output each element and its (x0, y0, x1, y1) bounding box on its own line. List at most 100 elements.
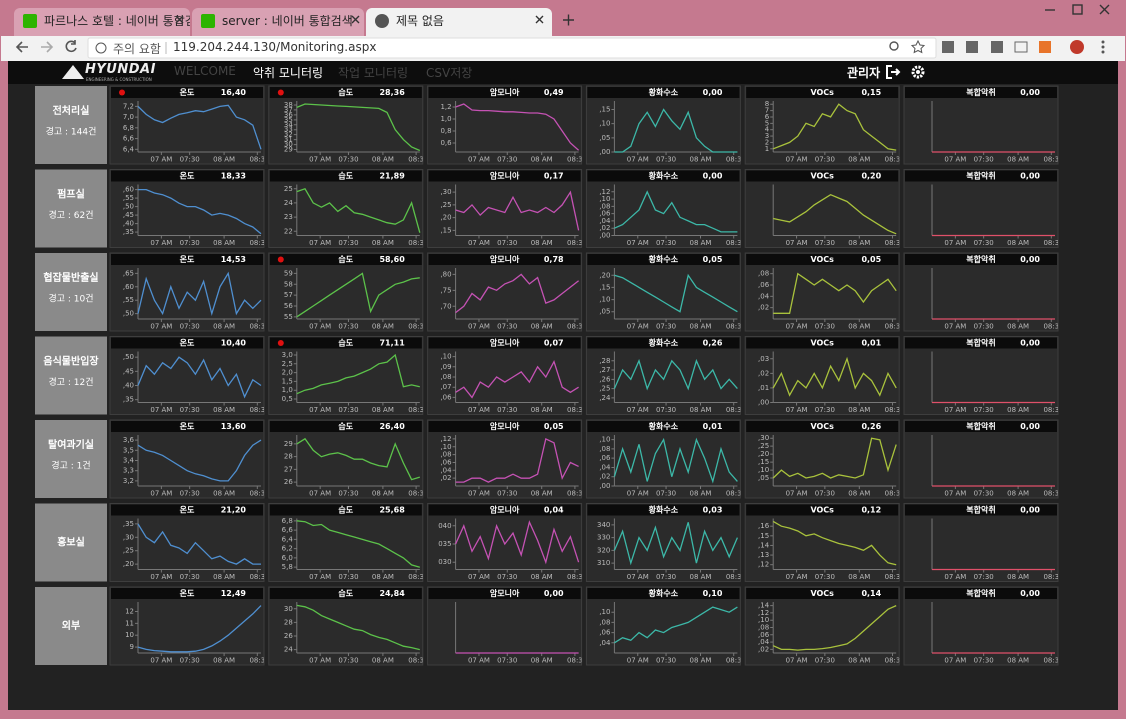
plot: ,35 ,30 ,25 ,20 07 AM 07:30 08 AM 08:3 (123, 518, 264, 581)
x-tick-label: 08:3 (408, 156, 424, 164)
reload[interactable] (65, 40, 77, 53)
extension[interactable] (1039, 41, 1051, 53)
close-tab[interactable] (175, 15, 184, 24)
y-tick-label: ,15 (758, 532, 769, 540)
chart-reading: 0,00 (703, 172, 723, 181)
x-tick-label: 07:30 (497, 239, 517, 247)
x-tick-label: 07:30 (974, 239, 994, 247)
chart-reading: 71,11 (379, 339, 405, 348)
chart-title: VOCs (810, 172, 834, 181)
tab[interactable]: 파르나스 호텔 : 네이버 통합검색 (14, 8, 190, 36)
chart-header (746, 337, 899, 349)
x-tick-label: 08 AM (213, 406, 235, 414)
chart-panel (903, 419, 1059, 499)
menu-item[interactable]: 악취 모니터링 (253, 66, 324, 80)
forward[interactable] (41, 41, 54, 53)
x-tick-label: 08:3 (1043, 239, 1059, 247)
extension[interactable] (991, 41, 1003, 53)
chart-reading: 10,40 (221, 339, 247, 348)
chart: 복합악취 0,00 07 AM 07:30 08 AM 08:3 (903, 336, 1059, 415)
extension[interactable] (1014, 41, 1028, 53)
extension[interactable] (942, 41, 954, 53)
close-tab[interactable] (535, 15, 544, 24)
x-tick-label: 07:30 (338, 323, 358, 331)
x-tick-label: 08 AM (213, 490, 235, 498)
close-window[interactable] (1099, 4, 1110, 15)
chart-header (587, 337, 740, 349)
chart-panel (268, 419, 424, 499)
y-tick-label: 310 (597, 559, 610, 567)
tab-title: 파르나스 호텔 : 네이버 통합검색 (44, 14, 190, 28)
y-tick-label: ,15 (599, 283, 610, 291)
url[interactable]: 119.204.244.130/Monitoring.aspx (173, 40, 377, 54)
tab-active[interactable]: 제목 없음 (366, 8, 552, 36)
y-tick-label: ,12 (440, 435, 451, 443)
menu-item[interactable]: WELCOME (174, 64, 236, 78)
y-tick-label: 4 (765, 126, 770, 134)
x-tick-label: 08 AM (372, 156, 394, 164)
info-icon[interactable] (95, 42, 107, 54)
series-line (455, 437, 579, 483)
menu-item[interactable]: CSV저장 (426, 66, 473, 80)
logout-icon[interactable] (886, 65, 901, 79)
chart: 온도 12,49 12 11 10 9 07 AM 07:30 08 AM 08:3 (109, 586, 265, 666)
y-tick-label: ,08 (440, 451, 451, 459)
back[interactable] (15, 41, 28, 53)
y-tick-label: 3,5 (123, 446, 134, 454)
y-tick-label: 3,2 (123, 477, 134, 485)
row-label-box (35, 253, 107, 331)
menu-item[interactable]: 작업 모니터링 (338, 66, 409, 80)
chart: 복합악취 0,00 07 AM 07:30 08 AM 08:3 (903, 419, 1059, 499)
chart-panel (585, 252, 741, 332)
extension[interactable] (966, 41, 978, 53)
settings-icon[interactable] (911, 65, 925, 79)
maximize[interactable] (1072, 4, 1083, 15)
tab[interactable]: server : 네이버 통합검색 (192, 8, 364, 36)
chart: 습도 58,60 59 58 57 56 55 07 AM 07:30 08 AM 08:3 (268, 252, 424, 332)
nav-icons (886, 65, 925, 79)
plot: 07 AM 07:30 08 AM 08:3 (931, 351, 1058, 414)
y-tick-label: 28 (284, 453, 293, 461)
chart-panel (744, 252, 900, 332)
chart: VOCs 0,12 ,16 ,15,14 ,13 ,12 07 AM 07:30 08 AM 08… (744, 503, 901, 582)
chart-title: 습도 (338, 254, 353, 264)
y-tick-label: ,00 (599, 148, 610, 156)
star-icon[interactable] (910, 39, 926, 54)
omnibox[interactable] (87, 37, 937, 59)
y-tick-label: ,24 (599, 394, 611, 402)
x-tick-label: 08 AM (848, 239, 870, 247)
chart: VOCs 0,14 ,14,12,10,08,06,04,02 07 AM 07:30 0… (744, 586, 900, 666)
close-tab[interactable] (351, 15, 360, 24)
y-tick-label: ,04 (599, 217, 611, 225)
chart-title: 습도 (338, 338, 353, 348)
series-line (137, 104, 262, 150)
x-tick-label: 07 AM (309, 323, 331, 331)
row-name: 펌프실 (57, 188, 85, 201)
chart-title: 복합악취 (966, 421, 995, 431)
zoom-icon[interactable] (889, 41, 899, 51)
new-tab[interactable] (563, 14, 574, 26)
series-line (773, 193, 897, 235)
row-label-box (35, 420, 107, 498)
profile[interactable] (1070, 40, 1084, 54)
chart-header (269, 337, 422, 349)
y-tick-label: 59 (284, 269, 293, 277)
chart-panel (903, 503, 1059, 582)
x-tick-label: 07:30 (338, 406, 358, 414)
x-tick-label: 08:3 (408, 490, 424, 498)
y-tick-label: ,25 (440, 201, 451, 209)
x-tick-label: 07 AM (309, 239, 331, 247)
chart-reading: 0,00 (1020, 172, 1040, 181)
chart-title: 황화수소 (649, 254, 679, 264)
chart-title: 황화수소 (649, 421, 679, 431)
menu[interactable] (1101, 40, 1105, 54)
y-tick-label: 6 (765, 113, 770, 121)
x-tick-label: 08:3 (885, 573, 901, 581)
chart-panel (903, 169, 1059, 248)
y-tick-label: 34 (284, 121, 293, 129)
user[interactable]: 관리자 (847, 66, 881, 80)
